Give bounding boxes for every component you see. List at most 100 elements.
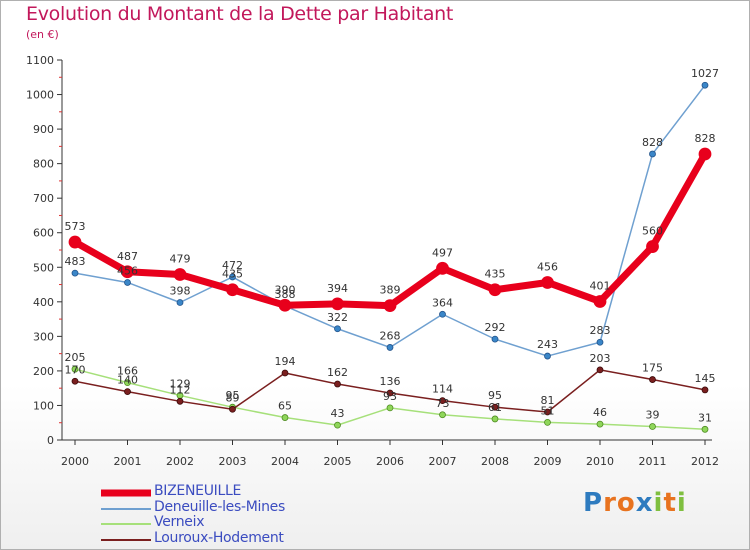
point-bizeneuille [278, 298, 292, 312]
legend-swatch-bizeneuille [101, 489, 151, 497]
y-tick-label: 800 [33, 158, 54, 171]
point-bizeneuille [698, 147, 712, 161]
point-verneix [386, 404, 394, 412]
point-verneix [701, 425, 709, 433]
data-label-verneix: 39 [646, 409, 660, 422]
data-label-louroux-hodement: 89 [226, 391, 240, 404]
y-tick-label: 0 [47, 434, 54, 447]
point-louroux-hodement [334, 380, 341, 388]
data-label-verneix: 43 [331, 407, 345, 420]
data-label-deneuille-les-mines: 243 [537, 338, 558, 351]
x-tick-label: 2003 [219, 455, 247, 468]
data-label-bizeneuille: 390 [275, 283, 296, 296]
data-label-verneix: 205 [65, 351, 86, 364]
data-label-louroux-hodement: 194 [275, 355, 296, 368]
point-louroux-hodement [544, 408, 551, 416]
data-label-bizeneuille: 573 [65, 220, 86, 233]
data-label-deneuille-les-mines: 283 [590, 324, 611, 337]
logo-letter: o [616, 488, 636, 518]
data-label-deneuille-les-mines: 398 [170, 285, 191, 298]
data-label-bizeneuille: 479 [170, 253, 191, 266]
point-louroux-hodement [281, 369, 289, 377]
point-verneix [71, 365, 79, 373]
data-label-deneuille-les-mines: 1027 [691, 67, 719, 80]
data-label-deneuille-les-mines: 388 [275, 288, 296, 301]
point-louroux-hodement [176, 397, 184, 405]
data-label-bizeneuille: 401 [590, 279, 611, 292]
x-tick-label: 2008 [481, 455, 509, 468]
data-label-bizeneuille: 389 [380, 284, 401, 297]
x-tick-label: 2005 [324, 455, 352, 468]
point-deneuille-les-mines [124, 279, 131, 286]
point-deneuille-les-mines [491, 335, 499, 343]
legend-swatch-louroux [101, 539, 151, 541]
point-verneix [491, 415, 499, 423]
x-tick-label: 2006 [376, 455, 404, 468]
data-label-verneix: 93 [383, 390, 397, 403]
y-tick-label: 200 [33, 365, 54, 378]
point-deneuille-les-mines [596, 338, 604, 346]
legend-label-louroux: Louroux-Hodement [154, 530, 284, 546]
y-tick-label: 1100 [26, 54, 54, 67]
unit-label: (en €) [26, 28, 59, 41]
data-label-bizeneuille: 394 [327, 282, 348, 295]
point-verneix [544, 418, 551, 426]
point-bizeneuille [541, 276, 554, 289]
point-deneuille-les-mines [176, 299, 184, 306]
point-bizeneuille [121, 265, 134, 279]
point-deneuille-les-mines [701, 81, 709, 89]
data-label-louroux-hodement: 114 [432, 383, 453, 396]
data-label-bizeneuille: 828 [695, 132, 716, 145]
logo-letter: r [603, 488, 617, 518]
data-label-bizeneuille: 435 [485, 268, 506, 281]
point-deneuille-les-mines [334, 325, 341, 333]
data-label-louroux-hodement: 145 [695, 372, 716, 385]
data-label-louroux-hodement: 136 [380, 375, 401, 388]
data-label-deneuille-les-mines: 483 [65, 255, 86, 268]
point-bizeneuille [173, 268, 187, 281]
x-tick-label: 2000 [61, 455, 89, 468]
point-bizeneuille [593, 295, 607, 308]
logo-letter: i [676, 488, 687, 518]
x-tick-label: 2010 [586, 455, 614, 468]
x-tick-label: 2002 [166, 455, 194, 468]
point-louroux-hodement [439, 397, 446, 405]
data-label-verneix: 73 [436, 397, 450, 410]
x-tick-label: 2012 [691, 455, 719, 468]
point-verneix [124, 379, 131, 387]
y-tick-label: 300 [33, 330, 54, 343]
point-louroux-hodement [71, 377, 79, 385]
legend-label-deneuille: Deneuille-les-Mines [154, 499, 285, 515]
data-label-bizeneuille: 456 [537, 260, 558, 273]
point-bizeneuille [646, 240, 659, 253]
point-verneix [596, 420, 604, 428]
data-label-louroux-hodement: 203 [590, 352, 611, 365]
y-tick-label: 700 [33, 192, 54, 205]
data-label-verneix: 46 [593, 406, 607, 419]
data-label-deneuille-les-mines: 292 [485, 321, 506, 334]
data-label-bizeneuille: 560 [642, 225, 663, 238]
point-bizeneuille [436, 261, 449, 275]
point-verneix [439, 411, 446, 419]
point-louroux-hodement [701, 386, 709, 394]
logo-letter: P [583, 488, 604, 518]
data-label-verneix: 31 [698, 411, 712, 424]
legend-label-bizeneuille: BIZENEUILLE [154, 483, 242, 499]
data-label-bizeneuille: 435 [222, 268, 243, 281]
point-deneuille-les-mines [439, 310, 446, 318]
data-label-verneix: 129 [170, 377, 191, 390]
legend-label-verneix: Verneix [154, 514, 205, 530]
point-louroux-hodement [649, 376, 656, 383]
x-tick-label: 2001 [114, 455, 142, 468]
y-tick-label: 400 [33, 296, 54, 309]
x-tick-label: 2011 [639, 455, 667, 468]
x-tick-label: 2007 [429, 455, 457, 468]
data-label-louroux-hodement: 95 [488, 389, 502, 402]
data-label-louroux-hodement: 170 [65, 363, 86, 376]
legend-swatch-deneuille [101, 508, 151, 510]
point-deneuille-les-mines [386, 344, 394, 351]
data-label-deneuille-les-mines: 322 [327, 311, 348, 324]
logo-letter: i [653, 488, 664, 518]
data-label-deneuille-les-mines: 456 [117, 264, 138, 277]
